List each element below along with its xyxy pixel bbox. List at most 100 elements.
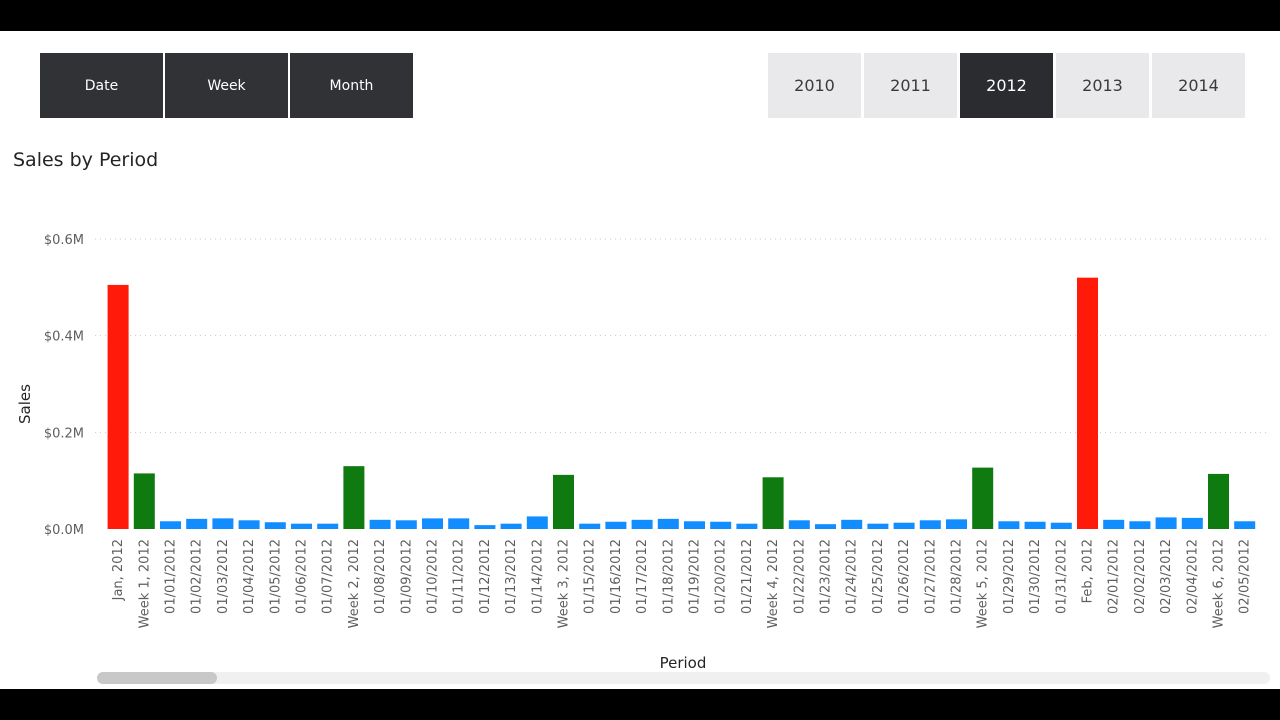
bar-day	[395, 520, 417, 529]
x-tick-label: 02/01/2012	[1107, 539, 1122, 614]
x-tick-label: Week 5, 2012	[976, 539, 991, 628]
bar-week	[553, 474, 574, 529]
bar-day	[919, 520, 941, 529]
chart-scrollbar-thumb[interactable]	[97, 672, 217, 684]
year-button-2012[interactable]: 2012	[960, 53, 1053, 118]
bar-day	[291, 523, 312, 529]
bar-day	[317, 523, 339, 529]
year-button-2010[interactable]: 2010	[768, 53, 861, 118]
x-tick-label: Feb, 2012	[1081, 539, 1096, 603]
bar-week	[762, 477, 784, 529]
year-slicer: 2010 2011 2012 2013 2014	[768, 53, 1245, 118]
bar-day	[1050, 522, 1072, 529]
bar-day	[238, 520, 260, 529]
y-tick-label: $0.2M	[44, 426, 84, 441]
bar-day	[1155, 517, 1177, 529]
bar-day	[631, 519, 653, 529]
x-tick-label: 01/11/2012	[452, 539, 467, 614]
year-button-2013[interactable]: 2013	[1056, 53, 1149, 118]
x-tick-label: 01/29/2012	[1002, 539, 1017, 614]
x-tick-label: 01/04/2012	[242, 539, 257, 614]
x-tick-label: 01/16/2012	[609, 539, 624, 614]
bar-day	[684, 521, 705, 529]
bar-day	[369, 519, 391, 529]
x-tick-label: Week 2, 2012	[347, 539, 362, 628]
bar-day	[1103, 519, 1125, 529]
y-axis-label: Sales	[16, 384, 34, 424]
chart-scrollbar-track[interactable]	[97, 672, 1270, 684]
bar-day	[160, 521, 181, 529]
bar-day	[264, 522, 286, 529]
x-tick-label: 01/26/2012	[897, 539, 912, 614]
x-tick-label: 01/20/2012	[714, 539, 729, 614]
x-tick-label: 01/02/2012	[190, 539, 205, 614]
bar-day	[605, 521, 627, 529]
x-tick-label: 01/28/2012	[950, 539, 965, 614]
bar-day	[736, 523, 758, 529]
x-tick-label: 01/09/2012	[399, 539, 414, 614]
bar-day	[946, 519, 967, 529]
hierarchy-level-slicer: Date Week Month	[40, 53, 413, 118]
chart-title: Sales by Period	[13, 149, 159, 171]
x-tick-label: Week 6, 2012	[1212, 539, 1227, 628]
x-axis-label: Period	[660, 654, 707, 672]
bar-day	[657, 518, 679, 529]
bar-day	[474, 525, 496, 529]
bar-month	[1077, 277, 1098, 529]
level-button-date[interactable]: Date	[40, 53, 163, 118]
year-button-2014[interactable]: 2014	[1152, 53, 1245, 118]
bar-day	[1024, 521, 1046, 529]
x-tick-label: 01/12/2012	[478, 539, 493, 614]
bar-day	[500, 523, 522, 529]
bar-week	[972, 467, 994, 529]
bar-month	[107, 284, 129, 529]
x-tick-label: Week 4, 2012	[766, 539, 781, 628]
x-tick-label: Jan, 2012	[111, 539, 126, 601]
x-tick-label: 01/22/2012	[792, 539, 807, 614]
x-tick-label: 01/13/2012	[504, 539, 519, 614]
bar-day	[212, 518, 234, 529]
bar-day	[1234, 521, 1256, 529]
bar-week	[1208, 473, 1229, 529]
level-button-week[interactable]: Week	[165, 53, 288, 118]
x-tick-label: 01/23/2012	[819, 539, 834, 614]
bar-week	[133, 473, 155, 529]
y-tick-label: $0.6M	[44, 233, 84, 248]
x-tick-label: 02/03/2012	[1159, 539, 1174, 614]
x-tick-label: 01/19/2012	[688, 539, 703, 614]
year-button-2011[interactable]: 2011	[864, 53, 957, 118]
x-tick-label: 01/30/2012	[1028, 539, 1043, 614]
x-tick-label: Week 3, 2012	[557, 539, 572, 628]
bar-day	[186, 518, 208, 529]
x-tick-label: 01/07/2012	[321, 539, 336, 614]
bar-week	[343, 466, 365, 529]
level-button-month[interactable]: Month	[290, 53, 413, 118]
x-tick-label: 01/21/2012	[740, 539, 755, 614]
bar-day	[867, 523, 889, 529]
x-tick-label: 01/15/2012	[583, 539, 598, 614]
bar-day	[579, 523, 601, 529]
x-tick-label: 01/08/2012	[373, 539, 388, 614]
bar-day	[815, 524, 836, 529]
x-tick-label: 01/06/2012	[295, 539, 310, 614]
report-canvas: Date Week Month 2010 2011 2012 2013 2014 Sales…	[0, 31, 1280, 689]
x-tick-label: 02/05/2012	[1238, 539, 1253, 614]
x-tick-label: 01/24/2012	[845, 539, 860, 614]
bar-day	[526, 516, 548, 529]
x-tick-label: 01/18/2012	[661, 539, 676, 614]
x-tick-label: 01/05/2012	[268, 539, 283, 614]
bar-day	[998, 521, 1020, 529]
bar-day	[788, 520, 810, 529]
x-tick-label: 01/25/2012	[871, 539, 886, 614]
bar-day	[1129, 521, 1151, 529]
x-tick-label: 01/03/2012	[216, 539, 231, 614]
y-tick-label: $0.4M	[44, 330, 84, 345]
bar-day	[841, 519, 863, 529]
bar-day	[893, 522, 915, 529]
bar-day	[1181, 517, 1203, 529]
bar-day	[422, 518, 443, 529]
y-tick-label: $0.0M	[44, 523, 84, 538]
x-tick-label: 01/27/2012	[923, 539, 938, 614]
bar-day	[448, 518, 470, 529]
x-tick-label: 01/17/2012	[635, 539, 650, 614]
